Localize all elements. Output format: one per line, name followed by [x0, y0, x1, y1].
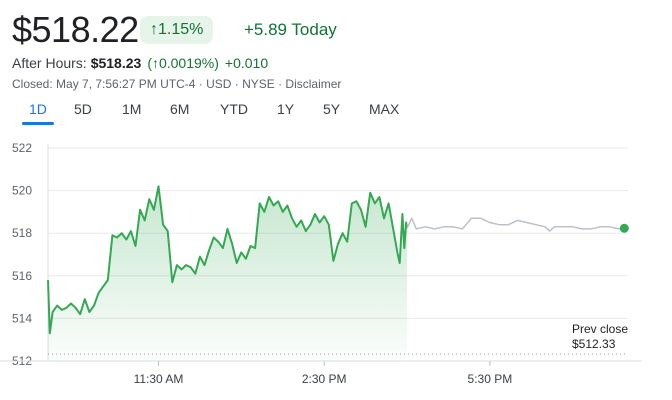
prev-close-label: Prev close: [572, 322, 628, 336]
after-hours-label: After Hours:: [12, 55, 87, 71]
arrow-up-icon: ↑: [150, 21, 158, 38]
x-tick-label: 5:30 PM: [468, 372, 513, 386]
active-tab-indicator: [22, 122, 54, 125]
y-tick-label: 518: [12, 226, 32, 240]
tab-5d[interactable]: 5D: [74, 101, 92, 117]
last-price-dot: [619, 223, 629, 233]
tab-5y[interactable]: 5Y: [323, 101, 341, 117]
change-percent: 1.15%: [158, 21, 204, 38]
regular-session-line: [47, 185, 408, 335]
current-price: $518.22: [12, 9, 139, 50]
tab-6m[interactable]: 6M: [170, 101, 190, 117]
change-today: +5.89 Today: [244, 20, 337, 39]
after-hours-line: [406, 217, 625, 232]
y-tick-label: 516: [12, 269, 32, 283]
y-tick-label: 522: [12, 141, 32, 155]
market-closed-info: Closed: May 7, 7:56:27 PM UTC-4 · USD · …: [12, 77, 342, 91]
x-tick-label: 2:30 PM: [302, 372, 347, 386]
tab-1y[interactable]: 1Y: [277, 101, 295, 117]
y-tick-label: 514: [12, 311, 32, 325]
tab-1d[interactable]: 1D: [29, 101, 47, 117]
after-hours-price: $518.23: [90, 55, 142, 71]
prev-close-value: $512.33: [572, 337, 616, 351]
after-hours-row: After Hours: $518.23 (↑0.0019%) +0.010: [12, 54, 268, 72]
tab-1m[interactable]: 1M: [122, 101, 142, 117]
change-percent-badge: ↑1.15%: [140, 16, 214, 44]
regular-session-area: [48, 186, 407, 361]
after-hours-percent: (↑0.0019%): [147, 55, 219, 71]
x-tick-label: 11:30 AM: [134, 372, 184, 386]
tab-ytd[interactable]: YTD: [220, 101, 248, 117]
tab-max[interactable]: MAX: [369, 101, 400, 117]
after-hours-change: +0.010: [224, 55, 269, 71]
y-tick-label: 520: [12, 184, 32, 198]
